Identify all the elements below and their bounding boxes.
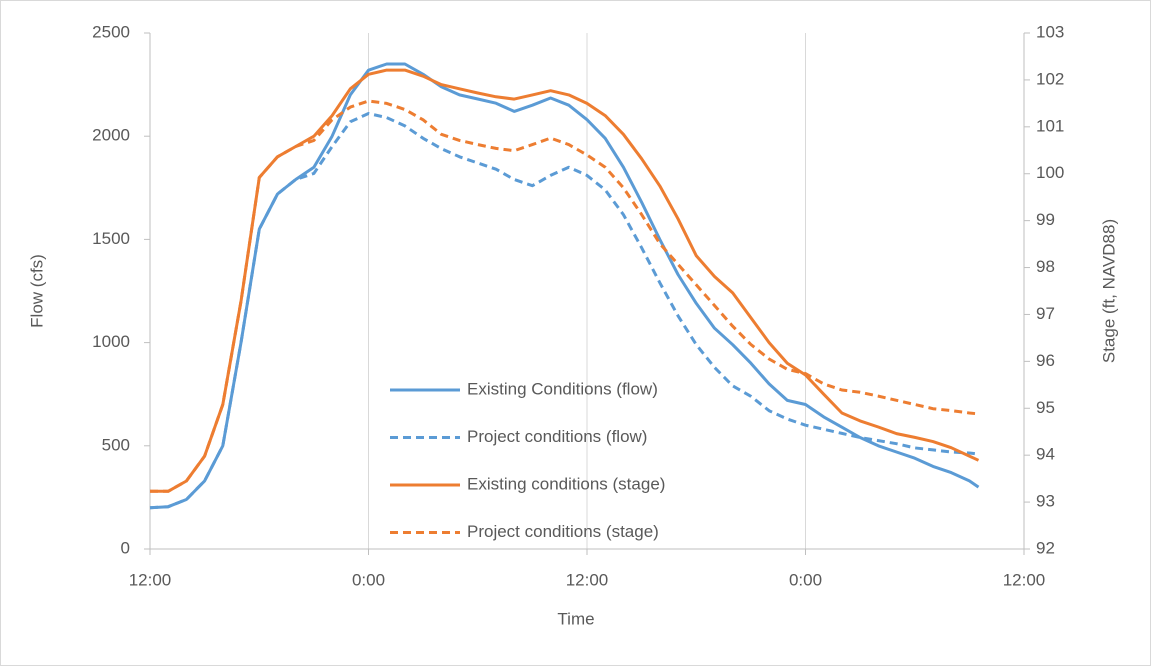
y2-tick-label: 94: [1036, 445, 1055, 464]
y-tick-label: 500: [102, 435, 130, 454]
y2-tick-label: 102: [1036, 69, 1064, 88]
x-axis-title: Time: [557, 609, 594, 628]
y2-tick-label: 103: [1036, 22, 1064, 41]
series-line: [150, 99, 979, 493]
y-tick-label: 0: [121, 538, 130, 557]
legend-label: Existing conditions (stage): [467, 474, 665, 493]
y2-tick-label: 96: [1036, 351, 1055, 370]
x-tick-label: 12:00: [129, 570, 172, 589]
x-tick-label: 0:00: [352, 570, 385, 589]
legend-label: Existing Conditions (flow): [467, 379, 658, 398]
y-tick-label: 1000: [92, 332, 130, 351]
y2-tick-label: 101: [1036, 116, 1064, 135]
legend-label: Project conditions (stage): [467, 522, 659, 541]
y2-tick-label: 95: [1036, 398, 1055, 417]
x-tick-label: 12:00: [566, 570, 609, 589]
y-tick-label: 2500: [92, 22, 130, 41]
x-tick-label: 12:00: [1003, 570, 1046, 589]
series-line: [149, 112, 979, 510]
y2-tick-label: 92: [1036, 538, 1055, 557]
y-tick-label: 1500: [92, 229, 130, 248]
y-tick-label: 2000: [92, 126, 130, 145]
y2-tick-label: 93: [1036, 492, 1055, 511]
y2-tick-label: 99: [1036, 210, 1055, 229]
legend-label: Project conditions (flow): [467, 427, 647, 446]
y2-tick-label: 100: [1036, 163, 1064, 182]
x-tick-label: 0:00: [789, 570, 822, 589]
y2-tick-label: 97: [1036, 304, 1055, 323]
y2-axis-title: Stage (ft, NAVD88): [1099, 219, 1118, 363]
y-axis-title: Flow (cfs): [27, 254, 46, 328]
y2-tick-label: 98: [1036, 257, 1055, 276]
